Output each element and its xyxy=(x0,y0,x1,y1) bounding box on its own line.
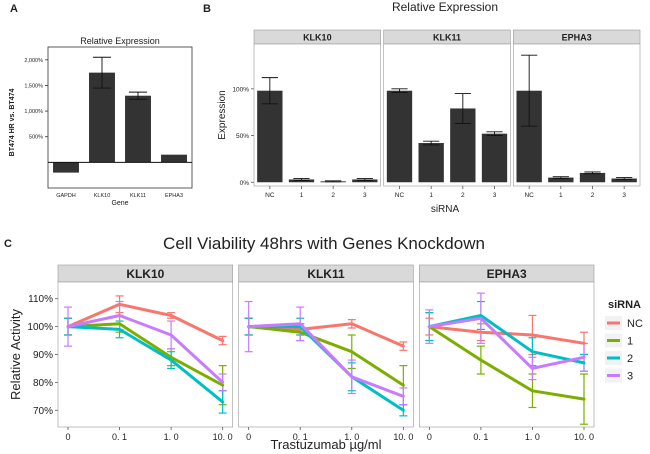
panel-b-xtick-label: 2 xyxy=(331,192,335,199)
panel-a-bar-klk11 xyxy=(125,95,151,163)
panel-c-legend-label: 2 xyxy=(627,353,633,365)
panel-c-line-epha3-1 xyxy=(427,325,586,401)
panel-a-xtick-label: EPHA3 xyxy=(165,193,183,199)
panel-b-xtick-label: 1 xyxy=(559,192,563,199)
panel-c-line-klk11-1 xyxy=(247,325,405,387)
panel-c-xtick-label: 0. 1 xyxy=(473,432,488,442)
panel-c-line-klk10-2 xyxy=(66,325,225,404)
panel-a-ytick-label: 1,500% xyxy=(24,83,43,89)
panel-c-legend-label: 3 xyxy=(627,371,633,383)
panel-c-line-klk10-nc xyxy=(66,302,225,343)
panel-b-xtick-label: NC xyxy=(265,192,275,199)
panel-c-strip-label: KLK10 xyxy=(126,267,164,281)
panel-b-ylabel: Expression xyxy=(217,90,228,139)
panel-c-xtick-label: 1. 0 xyxy=(525,432,540,442)
panel-a-ytick-label: 500% xyxy=(29,135,43,141)
panel-c-xtick-label: 0. 1 xyxy=(112,432,127,442)
panel-c-legend-label: 1 xyxy=(627,336,633,348)
panel-b-strip-label: KLK10 xyxy=(303,33,332,43)
panel-b-bar-klk11-3 xyxy=(481,133,508,183)
panel-c-strip-label: KLK11 xyxy=(307,267,345,281)
panel-c-line-klk11-3 xyxy=(247,322,405,398)
panel-c-xlabel: Trastuzumab µg/ml xyxy=(270,437,381,452)
panel-a-bar-epha3 xyxy=(161,154,187,163)
panel-b-xtick-label: NC xyxy=(395,192,405,199)
panel-c-xtick-label: 1. 0 xyxy=(164,432,179,442)
panel-b-ytick-label: 50% xyxy=(236,133,249,140)
panel-b-bar-epha3-1 xyxy=(548,177,574,183)
panel-b-xtick-label: 1 xyxy=(429,192,433,199)
panel-b-bar-klk10-nc xyxy=(257,90,283,183)
panel-c-legend-title: siRNA xyxy=(608,299,641,311)
panel-b-ytick-label: 100% xyxy=(232,86,249,93)
panel-a-title: Relative Expression xyxy=(80,36,160,46)
panel-c-ytick-label: 80% xyxy=(33,378,53,389)
panel-a-label: A xyxy=(10,3,18,15)
panel-c-line-klk10-1 xyxy=(66,322,225,387)
panel-c-xtick-label: 0. 1 xyxy=(293,432,308,442)
panel-b-label: B xyxy=(203,3,211,15)
panel-b-xtick-label: 3 xyxy=(622,192,626,199)
panel-c-plot-area xyxy=(419,281,595,428)
panel-c-ylabel: Relative Activity xyxy=(8,308,23,400)
panel-a-bar-gapdh xyxy=(53,162,79,173)
panel-c-label: C xyxy=(4,238,12,250)
panel-b-xtick-label: 3 xyxy=(493,192,497,199)
panel-a-xtick-label: GAPDH xyxy=(56,193,76,199)
panel-a-xlabel: Gene xyxy=(111,200,128,207)
panel-b-xlabel: siRNA xyxy=(431,204,460,215)
panel-b-bar-epha3-3 xyxy=(611,178,637,183)
panel-c-line-klk10-3 xyxy=(66,314,225,384)
panel-c-ytick-label: 100% xyxy=(27,322,53,333)
panel-b-xtick-label: 2 xyxy=(591,192,595,199)
panel-a-xtick-label: KLK10 xyxy=(94,193,111,199)
panel-b-strip-label: EPHA3 xyxy=(562,33,592,43)
panel-c-xtick-label: 10. 0 xyxy=(393,432,413,442)
panel-c-xtick-label: 10. 0 xyxy=(574,432,594,442)
panel-c-xtick-label: 0 xyxy=(427,432,432,442)
panel-b-bar-klk11-nc xyxy=(386,90,413,183)
panel-a-ytick-label: 1,000% xyxy=(24,109,43,115)
panel-c-xtick-label: 0 xyxy=(65,432,70,442)
panel-c-ytick-label: 90% xyxy=(33,350,53,361)
panel-c-ytick-label: 110% xyxy=(28,294,53,305)
panel-b-xtick-label: 3 xyxy=(363,192,367,199)
panel-c-xtick-label: 0 xyxy=(246,432,251,442)
panel-c-strip-label: EPHA3 xyxy=(487,267,527,281)
panel-b-title: Relative Expression xyxy=(392,0,498,14)
panel-c-title: Cell Viability 48hrs with Genes Knockdow… xyxy=(163,234,485,253)
panel-b-xtick-label: 1 xyxy=(300,192,304,199)
panel-b-bar-epha3-2 xyxy=(579,172,606,183)
panel-c-line-epha3-3 xyxy=(427,316,586,370)
panel-b-xtick-label: NC xyxy=(524,192,534,199)
panel-c-xtick-label: 10. 0 xyxy=(213,432,233,442)
panel-c-plot-area xyxy=(238,281,414,428)
panel-a-ytick-label: 2,000% xyxy=(24,58,43,64)
panel-a-ylabel: BT474 HR vs. BT474 xyxy=(9,89,16,157)
panel-b-bar-klk10-3 xyxy=(352,179,378,183)
panel-c-plot-area xyxy=(57,281,233,428)
panel-c-xtick-label: 1. 0 xyxy=(344,432,359,442)
panel-b-xtick-label: 2 xyxy=(461,192,465,199)
panel-c-legend-label: NC xyxy=(627,318,643,330)
panel-b-bar-klk10-1 xyxy=(288,179,315,183)
panel-b-bar-klk11-1 xyxy=(418,143,444,183)
panel-b-ytick-label: 0% xyxy=(240,180,250,187)
panel-a-xtick-label: KLK11 xyxy=(130,193,146,199)
panel-b-strip-label: KLK11 xyxy=(433,33,461,43)
panel-c-ytick-label: 70% xyxy=(33,406,53,417)
